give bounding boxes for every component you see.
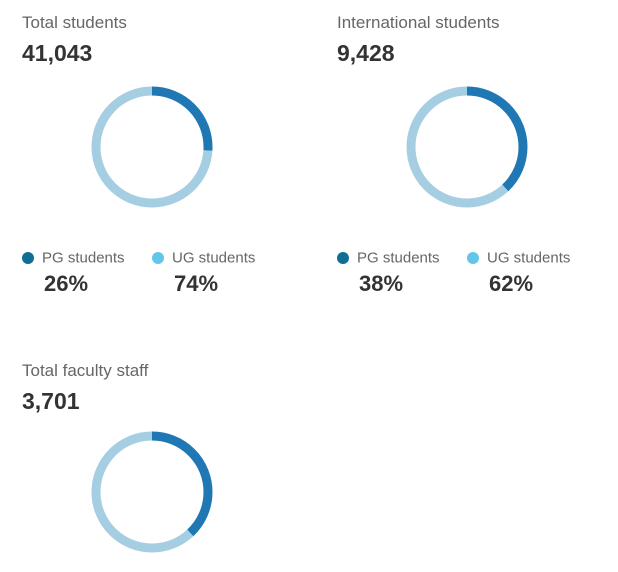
international-students-donut	[406, 86, 528, 208]
ug-percent: 74%	[174, 271, 219, 296]
block-total: 9,428	[337, 40, 395, 66]
block-title: International students	[337, 13, 500, 32]
pg-percent: 26%	[44, 271, 89, 296]
ug-legend-dot	[467, 251, 479, 264]
pg-legend-dot	[337, 251, 349, 264]
legend-label: PG students	[42, 249, 125, 267]
international-students-block: International students 9,428 PG students…	[337, 12, 618, 296]
block-title: Total faculty staff	[22, 361, 149, 380]
legend-item-ug: UG students 62%	[467, 249, 570, 297]
ug-arc	[91, 86, 213, 208]
legend-item-pg: PG students 26%	[22, 249, 125, 297]
legend-item-ug: UG students 74%	[152, 249, 255, 297]
total-students-donut	[91, 86, 213, 208]
faculty-staff-donut	[91, 431, 213, 553]
legend-item-pg: PG students 38%	[337, 249, 440, 297]
faculty-staff-block: Total faculty staff 3,701	[22, 360, 322, 553]
legend-label: UG students	[172, 249, 256, 267]
ug-percent: 62%	[489, 271, 534, 296]
ug-arc	[406, 86, 528, 208]
legend-label: UG students	[487, 249, 571, 267]
ug-arc	[91, 431, 213, 553]
ug-legend-dot	[152, 251, 164, 264]
legend-label: PG students	[357, 249, 440, 267]
total-students-block: Total students 41,043 PG students 26% UG…	[22, 12, 322, 296]
block-total: 41,043	[22, 40, 93, 66]
block-title: Total students	[22, 13, 127, 32]
pg-legend-dot	[22, 251, 34, 264]
block-total: 3,701	[22, 388, 80, 414]
pg-percent: 38%	[359, 271, 404, 296]
